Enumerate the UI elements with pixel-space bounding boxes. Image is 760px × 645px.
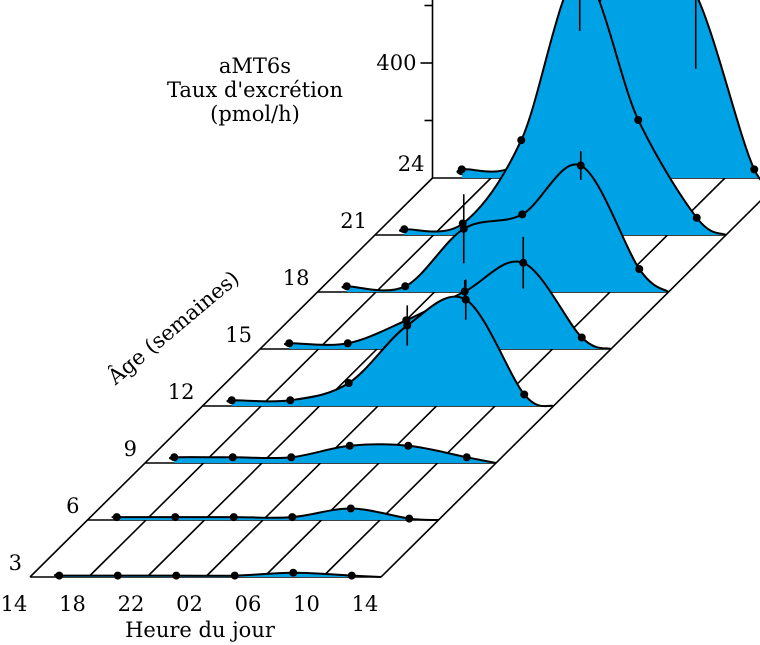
x-tick-label: 10 [293,592,320,616]
age-row-label: 15 [225,323,252,347]
age-series-21 [398,0,727,236]
age-row-label: 9 [124,437,137,461]
age-row-label: 21 [340,209,367,233]
data-point [171,513,180,522]
data-point [400,225,409,234]
y-axis-title-line-2: Taux d'excrétion [167,78,343,102]
x-tick-label: 22 [118,592,145,616]
age-row-label: 24 [398,152,425,176]
data-point [230,571,239,580]
age-series-12 [226,279,554,408]
data-point [519,258,528,267]
data-point [460,287,469,296]
x-tick-label: 06 [235,592,262,616]
age-series-6 [111,504,439,523]
z-axis-title: Âge (semaines) [103,266,244,390]
age-row-label: 3 [9,551,22,575]
series-line [456,0,760,181]
data-point [170,453,179,462]
age-row-label: 6 [66,494,79,518]
data-point [635,265,644,273]
data-point [405,514,414,523]
data-point [401,282,410,291]
excretion-curves [53,0,760,580]
series-line [341,163,670,293]
data-point [345,441,354,450]
series-area [399,0,726,235]
data-point [457,165,466,174]
grid-column-line [29,177,434,578]
data-point [520,390,529,399]
data-point [750,165,759,174]
x-tick-label: 02 [176,592,203,616]
data-point [459,224,468,233]
age-row-label: 18 [283,266,310,290]
x-tick-label: 14 [352,592,379,616]
data-point [634,116,643,124]
data-point [287,453,296,462]
data-point [577,333,586,342]
data-point [576,161,585,170]
data-point [346,504,355,513]
data-point [461,295,470,304]
grid-column-line [87,177,492,578]
data-point [286,396,295,405]
age-series-18 [341,151,670,293]
x-axis-title: Heure du jour [125,618,276,642]
data-point [112,513,121,522]
y-axis: 4008001 200 [376,0,434,178]
series-line [398,0,727,236]
data-point [404,441,413,450]
data-point [518,210,527,219]
data-point [462,453,471,462]
x-tick-label: 18 [59,592,86,616]
data-point [347,571,356,580]
data-point [288,513,297,522]
y-axis-title-line-3: (pmol/h) [210,102,300,126]
data-point [403,321,412,330]
data-point [285,339,294,348]
data-point [228,453,237,462]
data-point [289,568,298,577]
data-point [692,213,701,222]
data-point [227,396,236,405]
data-point [517,136,526,145]
y-tick-label: 400 [376,51,416,75]
data-point [172,571,181,580]
series-line [226,295,554,408]
data-point [342,282,351,291]
data-point [344,379,353,387]
age-series-9 [168,441,497,464]
data-point [343,339,352,348]
data-point [113,571,122,580]
y-axis-title-line-1: aMT6s [219,54,291,78]
x-tick-label: 14 [1,592,28,616]
data-point [55,571,64,580]
data-point [229,513,238,522]
grid-column-line [380,200,760,578]
age-row-label: 12 [168,380,195,404]
series-area [342,164,669,292]
grid-column-line [321,177,726,578]
age-series-3 [53,568,382,580]
series-area [227,296,554,407]
